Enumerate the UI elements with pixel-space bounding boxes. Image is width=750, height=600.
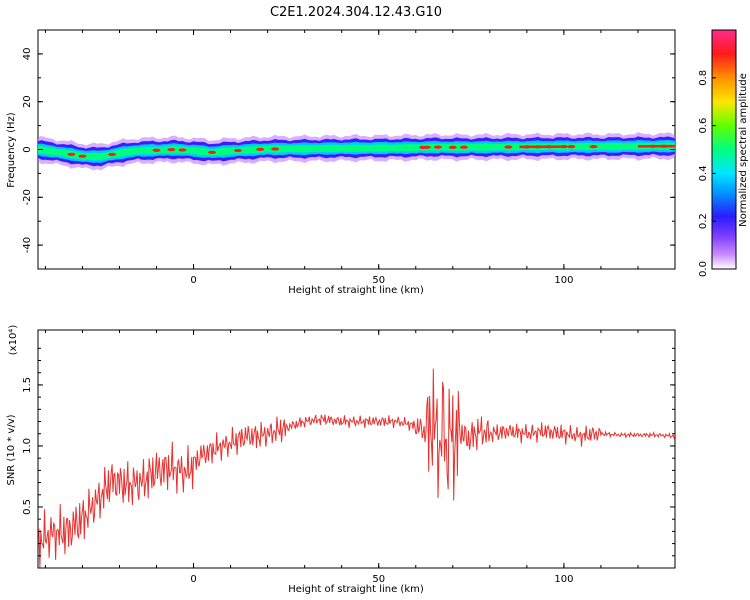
spectrogram-peak: [567, 145, 576, 149]
colorbar-frame: [711, 29, 737, 270]
spectrogram-band: [38, 142, 675, 161]
snr-series-line: [38, 368, 675, 568]
y-tick-label: 0: [22, 146, 33, 152]
spectrogram-x-label: Height of straight line (km): [288, 285, 424, 296]
spectrogram-peak: [233, 148, 242, 153]
y-tick-label: 20: [22, 95, 33, 108]
spectrogram-peak: [256, 147, 265, 152]
chart-title: C2E1.2024.304.12.43.G10: [270, 5, 442, 20]
colorbar-tick-label: 0.0: [698, 261, 709, 277]
spectrogram-peak: [67, 152, 76, 156]
spectrogram-peak: [448, 145, 457, 149]
x-tick-label: 50: [372, 574, 385, 585]
spectrogram-x-ticks: 0 50 100: [44, 30, 676, 286]
x-tick-label: 100: [554, 275, 573, 286]
y-tick-label: 1.5: [22, 377, 33, 393]
spectrogram-peak: [78, 154, 87, 158]
y-tick-label: 1.0: [22, 438, 33, 454]
spectrogram-peak: [208, 150, 217, 154]
snr-line-layer: [38, 368, 675, 568]
colorbar-tick-label: 0.8: [698, 70, 709, 86]
snr-y-label: SNR (10 * v/v): [6, 414, 17, 485]
y-tick-label: -20: [22, 189, 33, 205]
y-tick-label: -40: [22, 237, 33, 253]
x-tick-label: 0: [190, 574, 196, 585]
spectrogram-peak: [422, 145, 431, 149]
spectrogram-peak: [433, 145, 442, 149]
snr-x-label: Height of straight line (km): [288, 584, 424, 595]
y-tick-label: 0.5: [22, 499, 33, 515]
colorbar-gradient: [712, 30, 736, 269]
spectrogram-peak: [504, 145, 513, 149]
x-tick-label: 50: [372, 275, 385, 286]
spectrogram-peak: [271, 147, 280, 151]
spectrogram-peak: [167, 148, 176, 152]
colorbar-tick-label: 0.4: [698, 165, 709, 181]
spectrogram-y-label: Frequency (Hz): [6, 112, 17, 188]
spectrogram-y-ticks: 40 20 0 -20 -40: [22, 29, 675, 270]
spectrogram-peak: [459, 145, 468, 149]
colorbar-tick-label: 0.2: [698, 213, 709, 229]
snr-multiplier: (x10⁴): [8, 325, 19, 356]
colorbar-tick-label: 0.6: [698, 118, 709, 134]
snr-panel: 0.5 1.0 1.5 0 50 100 (x10⁴) Height of straig…: [6, 325, 676, 595]
colorbar-ticks: 0.0 0.2 0.4 0.6 0.8: [698, 70, 716, 277]
x-tick-label: 100: [554, 574, 573, 585]
snr-x-ticks: 0 50 100: [44, 330, 676, 585]
snr-y-ticks: 0.5 1.0 1.5: [22, 347, 675, 557]
colorbar-label: Normalized spectral amplitude: [738, 73, 749, 227]
x-tick-label: 0: [190, 275, 196, 286]
y-tick-label: 40: [22, 48, 33, 61]
snr-frame: [37, 329, 676, 569]
spectrogram-peak: [589, 145, 598, 149]
spectrogram-peak: [152, 148, 161, 152]
colorbar: 0.0 0.2 0.4 0.6 0.8 Normalized spectral ampl…: [698, 29, 749, 277]
spectrogram-panel: 40 20 0 -20 -40 0 50 100 Height of straight li…: [6, 29, 676, 296]
spectrogram-image: [38, 132, 675, 171]
spectrogram-peak: [108, 152, 117, 157]
spectrogram-peak: [178, 148, 187, 152]
